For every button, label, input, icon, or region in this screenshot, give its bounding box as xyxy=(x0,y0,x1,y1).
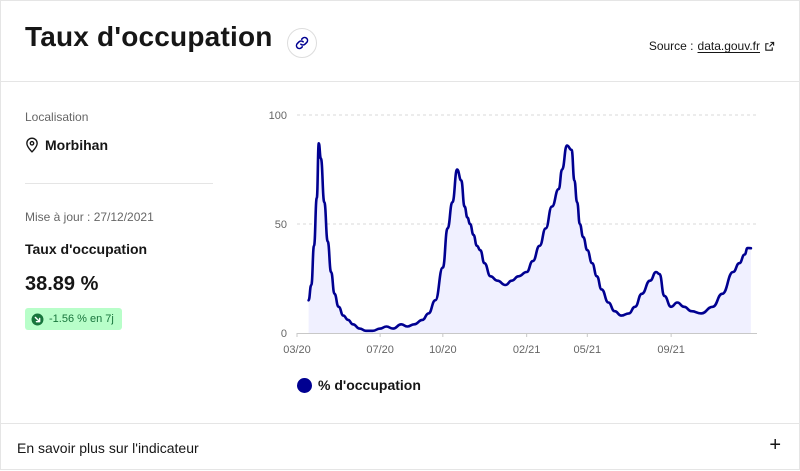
trend-down-icon xyxy=(31,313,44,326)
learn-more-label: En savoir plus sur l'indicateur xyxy=(17,440,199,456)
divider xyxy=(25,183,213,184)
y-tick-label: 0 xyxy=(281,328,287,340)
x-tick-label: 07/20 xyxy=(366,344,394,356)
location-label: Localisation xyxy=(25,110,88,124)
chart-legend: % d'occupation xyxy=(297,377,421,393)
series-area xyxy=(309,143,751,333)
indicator-value: 38.89 % xyxy=(25,273,98,296)
learn-more-accordion[interactable]: En savoir plus sur l'indicateur + xyxy=(1,423,799,471)
y-tick-label: 50 xyxy=(275,219,287,231)
copy-link-button[interactable] xyxy=(287,28,317,58)
card-header: Taux d'occupation Source : data.gouv.fr xyxy=(1,1,799,82)
location: Morbihan xyxy=(25,137,108,153)
source-prefix: Source : xyxy=(649,39,694,53)
legend-swatch xyxy=(297,378,312,393)
source-line: Source : data.gouv.fr xyxy=(649,39,775,53)
expand-icon: + xyxy=(769,435,781,455)
x-tick-label: 10/20 xyxy=(429,344,457,356)
trend-badge: -1.56 % en 7j xyxy=(25,308,122,330)
link-icon xyxy=(295,36,309,50)
legend-label: % d'occupation xyxy=(318,377,421,393)
update-date: Mise à jour : 27/12/2021 xyxy=(25,210,154,224)
map-pin-icon xyxy=(25,137,39,153)
trend-badge-text: -1.56 % en 7j xyxy=(49,313,114,325)
location-value: Morbihan xyxy=(45,137,108,153)
x-tick-label: 05/21 xyxy=(574,344,602,356)
page-title: Taux d'occupation xyxy=(25,21,273,53)
occupancy-chart: 0 50 100 03/20 07/20 10/20 02/21 05/21 09/21 xyxy=(263,97,773,367)
x-tick-label: 02/21 xyxy=(513,344,541,356)
source-link[interactable]: data.gouv.fr xyxy=(698,39,760,53)
y-tick-label: 100 xyxy=(269,110,287,122)
indicator-label: Taux d'occupation xyxy=(25,241,147,257)
external-link-icon xyxy=(764,41,775,52)
x-tick-label: 09/21 xyxy=(657,344,685,356)
x-tick-label: 03/20 xyxy=(283,344,311,356)
